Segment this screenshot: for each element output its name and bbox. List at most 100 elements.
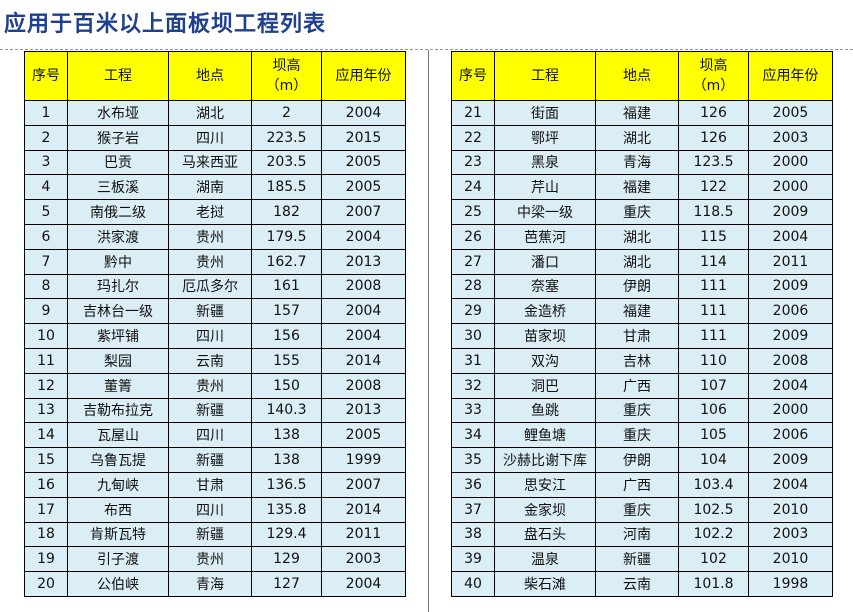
cell-index: 24: [451, 174, 495, 201]
cell-location: 厄瓜多尔: [168, 273, 252, 300]
cell-height: 114: [678, 248, 749, 275]
cell-location: 新疆: [168, 397, 252, 424]
cell-location: 甘肃: [168, 471, 252, 498]
cell-index: 29: [451, 298, 495, 325]
cell-project: 紫坪铺: [67, 323, 169, 349]
cell-year: 2000: [748, 149, 833, 176]
cell-height: 107: [678, 372, 749, 399]
cell-height: 106: [678, 397, 749, 424]
table-row: 39 温泉 新疆 102 2010: [451, 546, 833, 573]
cell-height: 182: [251, 199, 322, 225]
header-height: 坝高 （m）: [251, 51, 322, 101]
cell-project: 九甸峡: [67, 471, 169, 498]
cell-index: 18: [24, 521, 68, 548]
cell-year: 2000: [748, 397, 833, 424]
cell-height: 2: [251, 100, 322, 126]
header-index: 序号: [24, 51, 68, 101]
cell-location: 青海: [168, 571, 252, 597]
cell-index: 26: [451, 223, 495, 250]
cell-height: 155: [251, 347, 322, 374]
table-row: 2 猴子岩 四川 223.5 2015: [24, 124, 406, 151]
cell-year: 2004: [321, 571, 406, 597]
cell-project: 引子渡: [67, 546, 169, 573]
cell-index: 17: [24, 496, 68, 523]
cell-location: 四川: [168, 422, 252, 449]
cell-project: 南俄二级: [67, 199, 169, 225]
table-row: 35 沙赫比谢下库 伊朗 104 2009: [451, 447, 833, 473]
cell-height: 118.5: [678, 199, 749, 225]
cell-project: 鱼跳: [494, 397, 596, 424]
cell-index: 19: [24, 546, 68, 573]
cell-height: 129: [251, 546, 322, 573]
cell-height: 203.5: [251, 149, 322, 176]
table-row: 4 三板溪 湖南 185.5 2005: [24, 174, 406, 201]
cell-year: 2010: [748, 546, 833, 573]
cell-index: 11: [24, 347, 68, 374]
table-header-row: 序号 工程 地点 坝高 （m） 应用年份: [24, 51, 406, 101]
cell-year: 2008: [748, 347, 833, 374]
cell-index: 15: [24, 447, 68, 473]
cell-location: 重庆: [595, 422, 679, 449]
cell-index: 13: [24, 397, 68, 424]
table-row: 24 芹山 福建 122 2000: [451, 174, 833, 201]
cell-location: 贵州: [168, 372, 252, 399]
cell-project: 潘口: [494, 248, 596, 275]
cell-height: 102: [678, 546, 749, 573]
cell-index: 22: [451, 124, 495, 151]
table-row: 16 九甸峡 甘肃 136.5 2007: [24, 471, 406, 498]
cell-project: 金家坝: [494, 496, 596, 523]
cell-year: 2007: [321, 471, 406, 498]
table-header-row: 序号 工程 地点 坝高 （m） 应用年份: [451, 51, 833, 101]
cell-index: 28: [451, 273, 495, 300]
cell-index: 39: [451, 546, 495, 573]
table-row: 6 洪家渡 贵州 179.5 2004: [24, 223, 406, 250]
cell-year: 2004: [321, 223, 406, 250]
cell-year: 2015: [321, 124, 406, 151]
cell-project: 三板溪: [67, 174, 169, 201]
cell-location: 湖北: [595, 248, 679, 275]
cell-location: 河南: [595, 521, 679, 548]
cell-year: 2011: [748, 248, 833, 275]
header-divider: [0, 49, 853, 50]
cell-location: 青海: [595, 149, 679, 176]
cell-index: 31: [451, 347, 495, 374]
dam-table-left: 序号 工程 地点 坝高 （m） 应用年份 1 水布垭 湖北 2 2004 2 猴子岩 四川 22…: [24, 51, 406, 597]
cell-height: 122: [678, 174, 749, 201]
cell-location: 湖北: [595, 223, 679, 250]
cell-year: 2009: [748, 447, 833, 473]
table-row: 38 盘石头 河南 102.2 2003: [451, 521, 833, 548]
cell-year: 2005: [748, 100, 833, 126]
cell-location: 湖南: [168, 174, 252, 201]
cell-index: 10: [24, 323, 68, 349]
cell-project: 奈塞: [494, 273, 596, 300]
header-height-unit: （m）: [265, 78, 308, 94]
cell-project: 肯斯瓦特: [67, 521, 169, 548]
cell-project: 黑泉: [494, 149, 596, 176]
cell-year: 2008: [321, 273, 406, 300]
header-height-label: 坝高: [272, 58, 301, 74]
cell-index: 32: [451, 372, 495, 399]
table-row: 5 南俄二级 老挝 182 2007: [24, 199, 406, 225]
cell-location: 伊朗: [595, 447, 679, 473]
header-year: 应用年份: [321, 51, 406, 101]
table-row: 21 街面 福建 126 2005: [451, 100, 833, 126]
cell-project: 街面: [494, 100, 596, 126]
cell-location: 福建: [595, 100, 679, 126]
cell-year: 2005: [321, 149, 406, 176]
cell-location: 老挝: [168, 199, 252, 225]
cell-location: 新疆: [168, 447, 252, 473]
cell-index: 20: [24, 571, 68, 597]
cell-project: 鲤鱼塘: [494, 422, 596, 449]
cell-height: 104: [678, 447, 749, 473]
cell-height: 161: [251, 273, 322, 300]
cell-project: 盘石头: [494, 521, 596, 548]
cell-location: 湖北: [595, 124, 679, 151]
cell-height: 136.5: [251, 471, 322, 498]
cell-location: 四川: [168, 124, 252, 151]
cell-height: 102.5: [678, 496, 749, 523]
cell-height: 223.5: [251, 124, 322, 151]
cell-location: 福建: [595, 298, 679, 325]
cell-location: 甘肃: [595, 323, 679, 349]
cell-project: 芹山: [494, 174, 596, 201]
cell-height: 135.8: [251, 496, 322, 523]
